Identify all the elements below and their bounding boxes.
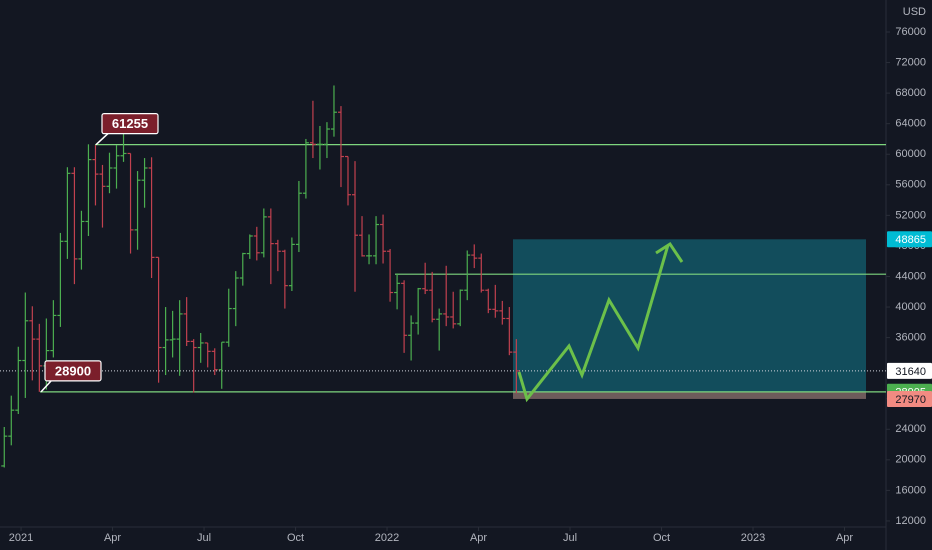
- arrow-head: [655, 241, 684, 263]
- y-tick-label: 24000: [895, 423, 926, 435]
- x-tick-label: 2023: [741, 532, 765, 544]
- plot: 61255 28900: [0, 85, 886, 468]
- y-tick-label: 40000: [895, 301, 926, 313]
- x-tick-label: Apr: [470, 532, 487, 544]
- x-tick-label: Oct: [653, 532, 670, 544]
- loss-zone: [513, 391, 866, 399]
- x-tick-label: Jul: [197, 532, 211, 544]
- callout-box: [44, 360, 102, 382]
- price-tag-box: [887, 362, 932, 379]
- currency: USD: [903, 6, 926, 18]
- profit-zone: [513, 239, 866, 392]
- projection-path: [517, 244, 670, 403]
- y-tick-label: 36000: [895, 332, 926, 344]
- projection-arrow: [517, 241, 684, 403]
- axis-layer: 1200016000200002400028000320003600040000…: [9, 26, 932, 544]
- price-tag: 31640: [895, 366, 926, 378]
- y-tick-label: 60000: [895, 148, 926, 160]
- y-tick-label: 64000: [895, 118, 926, 130]
- x-tick-label: 2021: [9, 532, 33, 544]
- callout-label: 61255: [112, 116, 148, 131]
- x-tick-label: Apr: [836, 532, 853, 544]
- y-tick-label: 72000: [895, 56, 926, 68]
- price-tag: 27970: [895, 394, 926, 406]
- x-tick-label: Oct: [287, 532, 304, 544]
- callout-label: 28900: [55, 363, 91, 378]
- y-tick-label: 76000: [895, 26, 926, 38]
- y-tick-label: 68000: [895, 87, 926, 99]
- price-tag-box: [887, 390, 932, 407]
- x-tick-label: Jul: [563, 532, 577, 544]
- x-tick-label: 2022: [375, 532, 399, 544]
- x-tick-label: Apr: [104, 532, 121, 544]
- y-tick-label: 44000: [895, 270, 926, 282]
- y-tick-label: 52000: [895, 209, 926, 221]
- y-tick-label: 56000: [895, 179, 926, 191]
- y-tick-label: 12000: [895, 515, 926, 527]
- y-tick-label: 16000: [895, 484, 926, 496]
- price-tag: 48865: [895, 234, 926, 246]
- price-tag-box: [887, 231, 932, 248]
- y-tick-label: 20000: [895, 454, 926, 466]
- callout-box: [101, 113, 159, 135]
